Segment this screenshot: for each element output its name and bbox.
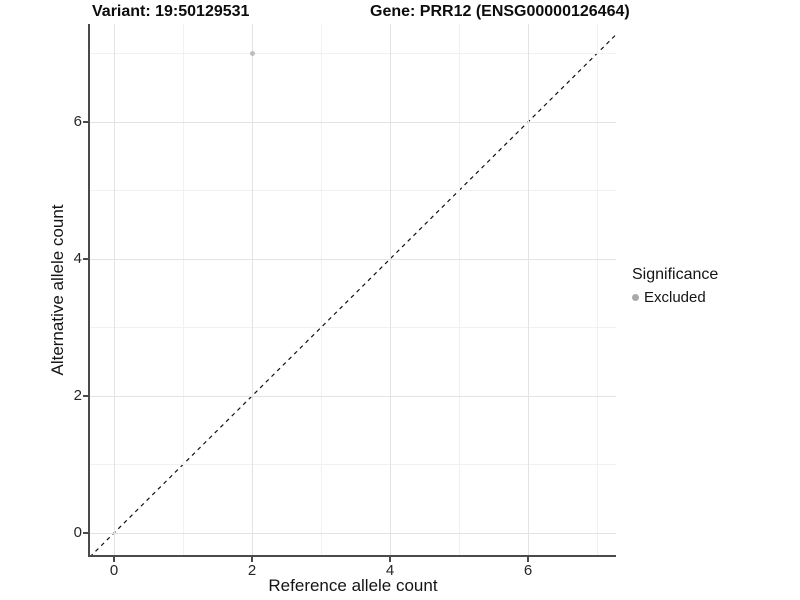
gridline-major-v <box>527 24 529 555</box>
gridline-minor-h <box>90 327 616 328</box>
data-point-excluded <box>249 51 255 56</box>
legend-title: Significance <box>632 266 719 283</box>
x-tick-label: 6 <box>523 562 533 579</box>
gridline-major-h <box>90 258 616 260</box>
gridline-major-v <box>113 24 115 555</box>
x-tick-mark <box>113 557 115 562</box>
x-axis-title: Reference allele count <box>268 576 438 595</box>
gridline-major-h <box>90 121 616 123</box>
gridline-major-h <box>90 532 616 534</box>
legend: Significance Excluded <box>632 266 718 306</box>
gridline-major-v <box>251 24 253 555</box>
x-tick-label: 0 <box>109 562 119 579</box>
identity-line <box>90 33 616 555</box>
y-tick-mark <box>83 395 88 397</box>
identity-line-layer <box>90 33 616 555</box>
legend-item-label: Excluded <box>644 289 706 306</box>
x-tick-mark <box>527 557 529 562</box>
gridline-minor-h <box>90 190 616 191</box>
y-axis-line <box>88 24 90 557</box>
gridline-minor-v <box>320 24 322 555</box>
x-tick-mark <box>251 557 253 562</box>
gridline-minor-v <box>596 24 598 555</box>
y-tick-mark <box>83 121 88 123</box>
gridline-minor-h <box>90 464 616 465</box>
y-tick-label: 6 <box>73 113 82 130</box>
x-tick-label: 4 <box>385 562 395 579</box>
y-tick-mark <box>83 532 88 534</box>
x-axis-line <box>88 555 616 557</box>
y-axis-title: Alternative allele count <box>48 204 67 376</box>
gridline-minor-v <box>458 24 460 555</box>
y-tick-label: 2 <box>73 387 82 404</box>
gridline-minor-h <box>90 53 616 54</box>
gridline-major-v <box>389 24 391 555</box>
gridline-major-h <box>90 395 616 397</box>
x-tick-mark <box>389 557 391 562</box>
y-tick-mark <box>83 258 88 260</box>
plot-title-gene: Gene: PRR12 (ENSG00000126464) <box>370 3 630 20</box>
y-tick-label: 0 <box>73 524 82 541</box>
x-tick-label: 2 <box>247 562 257 579</box>
y-tick-label: 4 <box>73 250 82 267</box>
legend-item-excluded: Excluded <box>632 289 718 306</box>
gridline-minor-v <box>182 24 184 555</box>
plot-title-variant: Variant: 19:50129531 <box>92 3 250 20</box>
legend-point-icon <box>632 294 639 301</box>
plot-panel <box>90 24 616 555</box>
